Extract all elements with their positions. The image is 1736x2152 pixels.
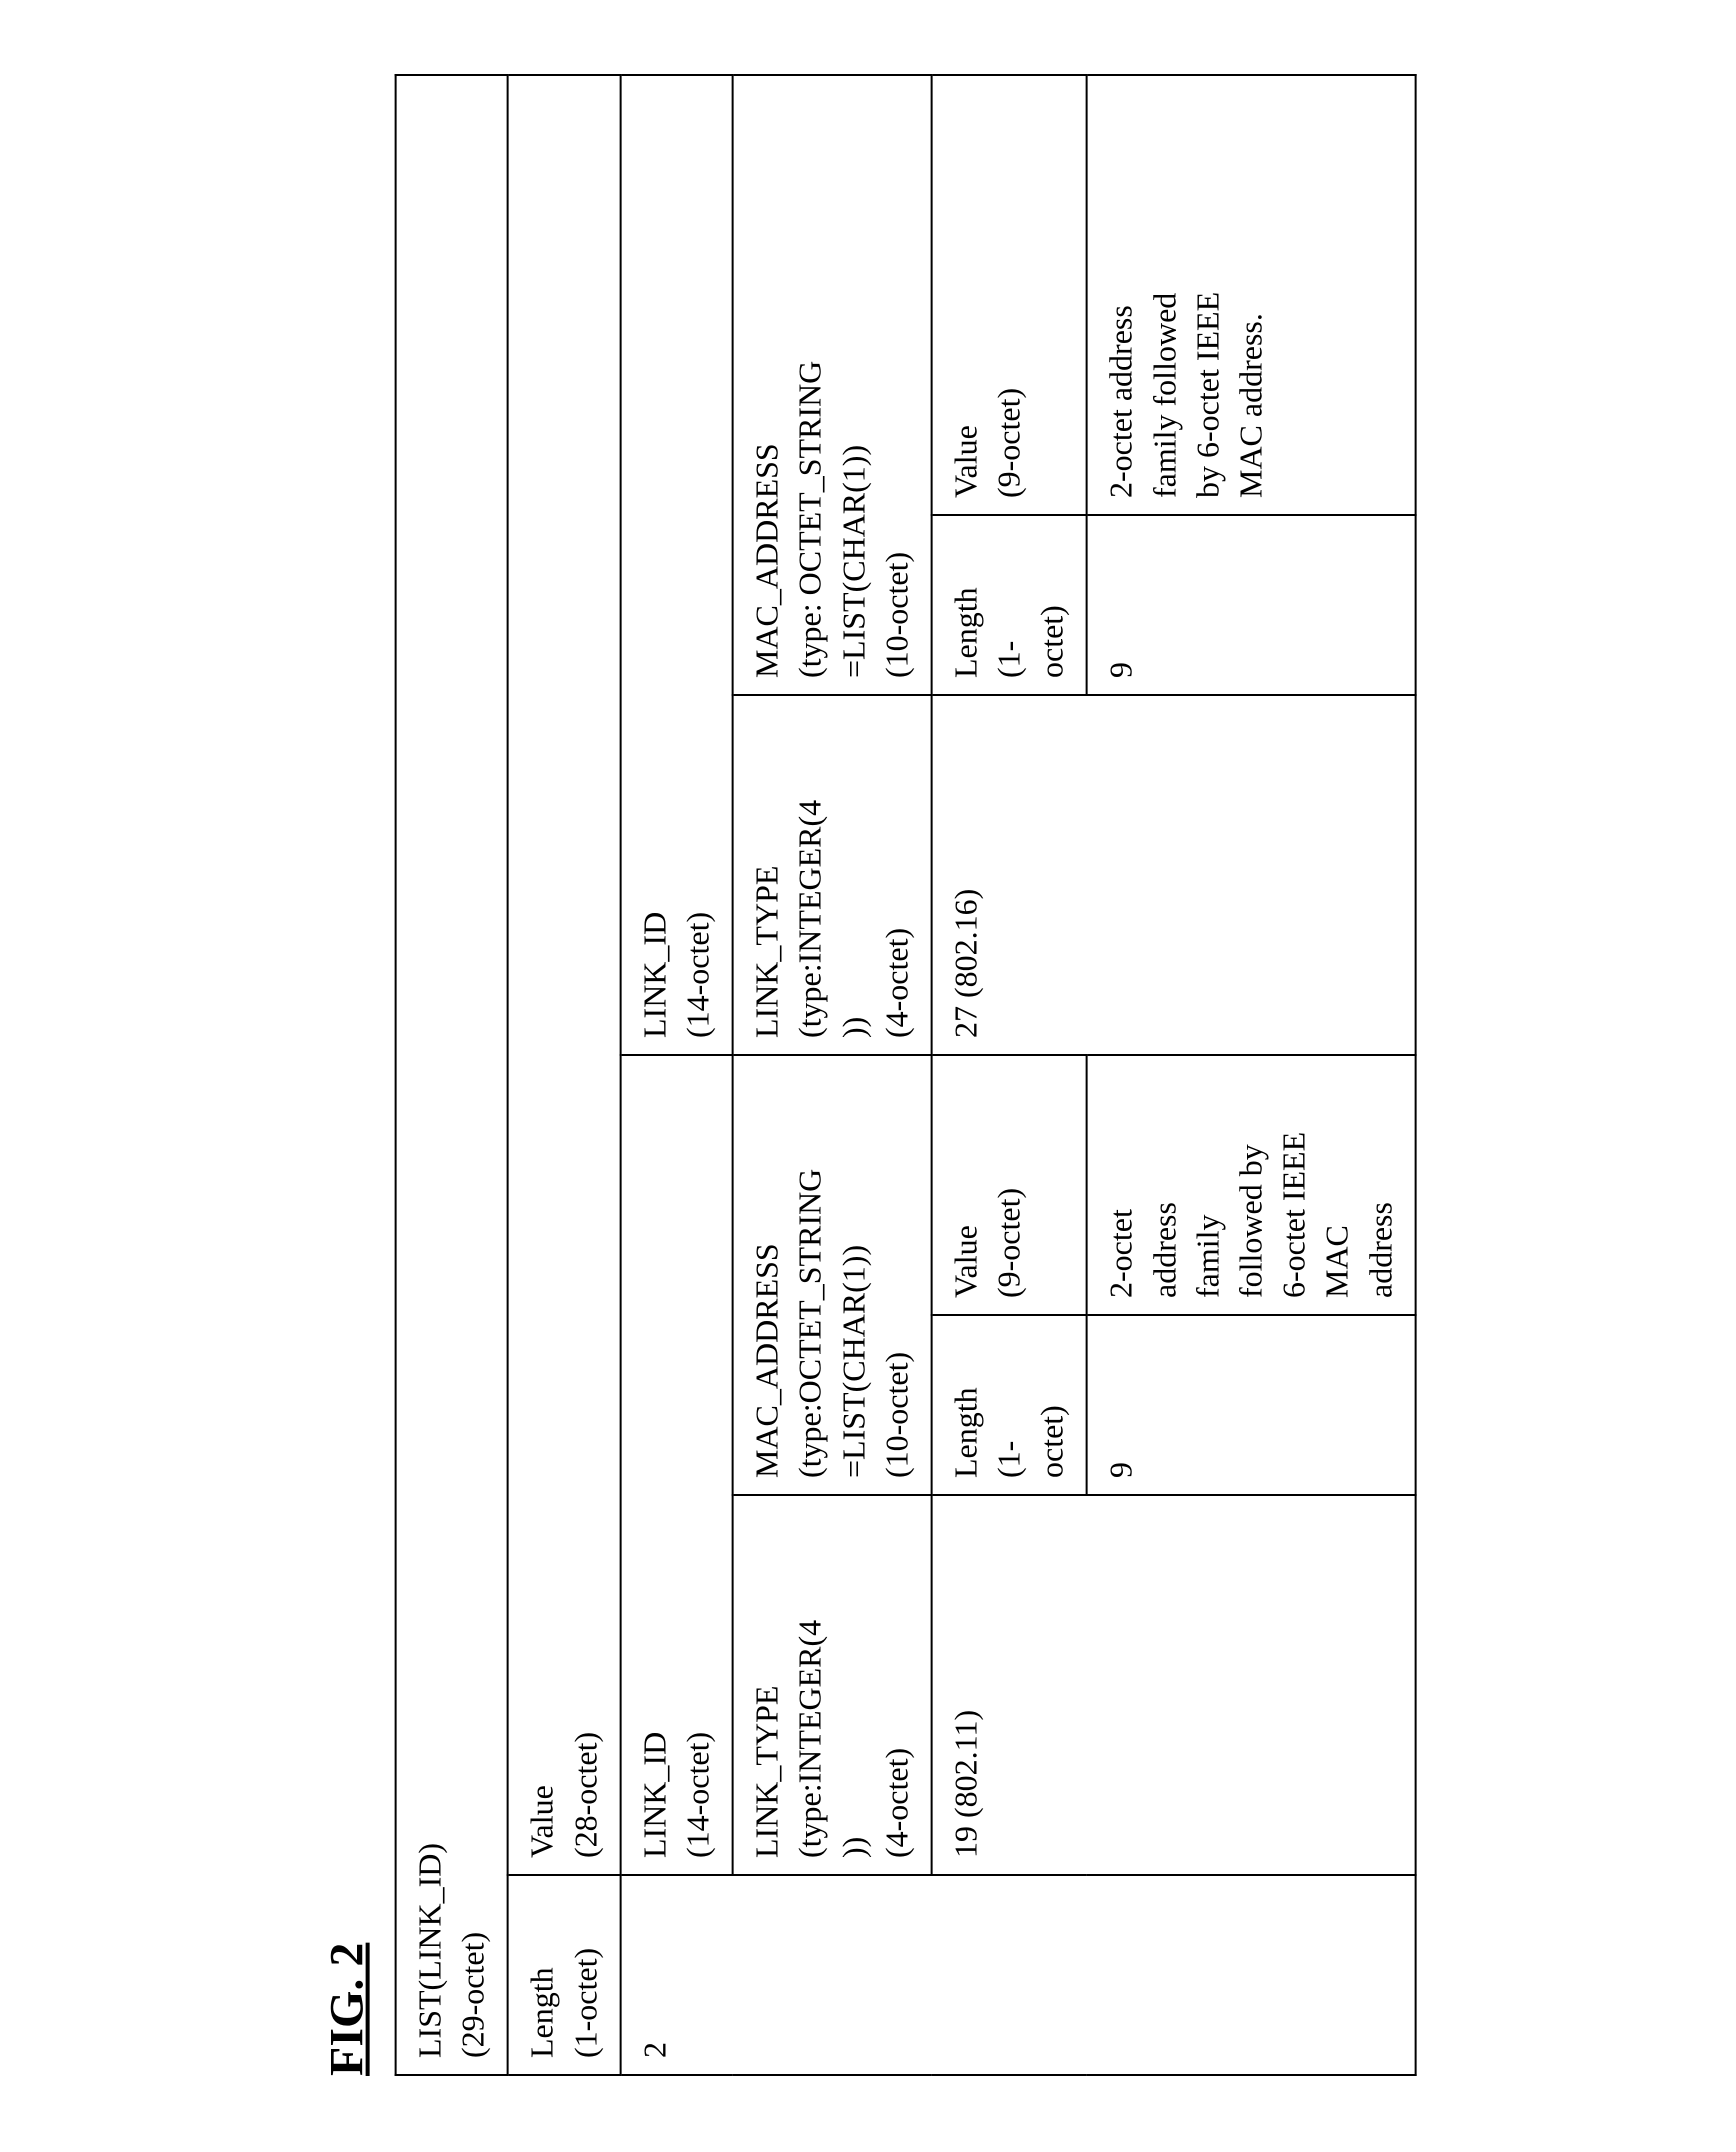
figure-label: FIG. 2 [320, 76, 375, 2076]
val2: Value (9-octet) [932, 75, 1088, 515]
count-cell: 2 [620, 1875, 1415, 2075]
linktype1: LINK_TYPE (type:INTEGER(4 )) (4-octet) [733, 1495, 932, 1875]
desc1: 2-octet address family followed by 6-oct… [1087, 1055, 1415, 1315]
desc2: 2-octet address family followed by 6-oct… [1087, 75, 1415, 515]
nine2: 9 [1087, 515, 1415, 695]
nine1: 9 [1087, 1315, 1415, 1495]
list-header: LIST(LINK_ID) (29-octet) [396, 75, 508, 2075]
value-header: Value (28-octet) [508, 75, 620, 1875]
mac1: MAC_ADDRESS (type:OCTET_STRING =LIST(CHA… [733, 1055, 932, 1495]
val1: Value (9-octet) [932, 1055, 1088, 1315]
mac2: MAC_ADDRESS (type: OCTET_STRING =LIST(CH… [733, 75, 932, 695]
len1: Length (1- octet) [932, 1315, 1088, 1495]
linktype2: LINK_TYPE (type:INTEGER(4 )) (4-octet) [733, 695, 932, 1055]
lt2-value: 27 (802.16) [932, 695, 1416, 1055]
data-table: LIST(LINK_ID) (29-octet) Length (1-octet… [395, 74, 1417, 2076]
linkid1: LINK_ID (14-octet) [620, 1055, 732, 1875]
len2: Length (1- octet) [932, 515, 1088, 695]
linkid2: LINK_ID (14-octet) [620, 75, 732, 1055]
lt1-value: 19 (802.11) [932, 1495, 1416, 1875]
length-header: Length (1-octet) [508, 1875, 620, 2075]
